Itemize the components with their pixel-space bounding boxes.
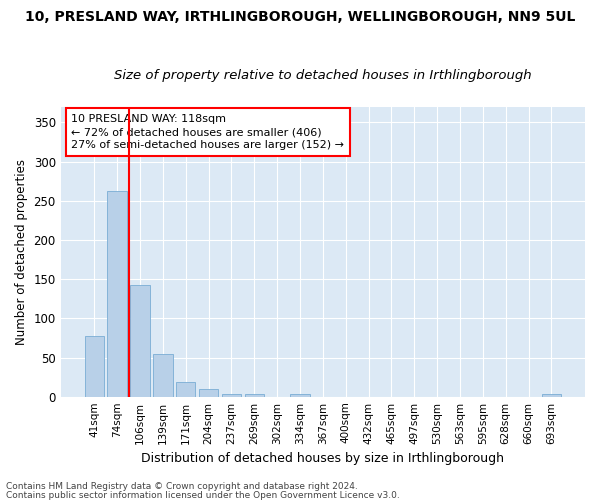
X-axis label: Distribution of detached houses by size in Irthlingborough: Distribution of detached houses by size … bbox=[142, 452, 505, 465]
Title: Size of property relative to detached houses in Irthlingborough: Size of property relative to detached ho… bbox=[114, 69, 532, 82]
Text: 10, PRESLAND WAY, IRTHLINGBOROUGH, WELLINGBOROUGH, NN9 5UL: 10, PRESLAND WAY, IRTHLINGBOROUGH, WELLI… bbox=[25, 10, 575, 24]
Text: Contains HM Land Registry data © Crown copyright and database right 2024.: Contains HM Land Registry data © Crown c… bbox=[6, 482, 358, 491]
Bar bbox=[176, 382, 196, 396]
Bar bbox=[221, 394, 241, 396]
Y-axis label: Number of detached properties: Number of detached properties bbox=[15, 158, 28, 344]
Bar bbox=[290, 394, 310, 396]
Text: 10 PRESLAND WAY: 118sqm
← 72% of detached houses are smaller (406)
27% of semi-d: 10 PRESLAND WAY: 118sqm ← 72% of detache… bbox=[71, 114, 344, 150]
Bar bbox=[85, 336, 104, 396]
Bar bbox=[130, 284, 149, 397]
Bar bbox=[153, 354, 173, 397]
Bar bbox=[542, 394, 561, 396]
Bar bbox=[107, 192, 127, 396]
Bar bbox=[245, 394, 264, 396]
Bar bbox=[199, 389, 218, 396]
Text: Contains public sector information licensed under the Open Government Licence v3: Contains public sector information licen… bbox=[6, 490, 400, 500]
